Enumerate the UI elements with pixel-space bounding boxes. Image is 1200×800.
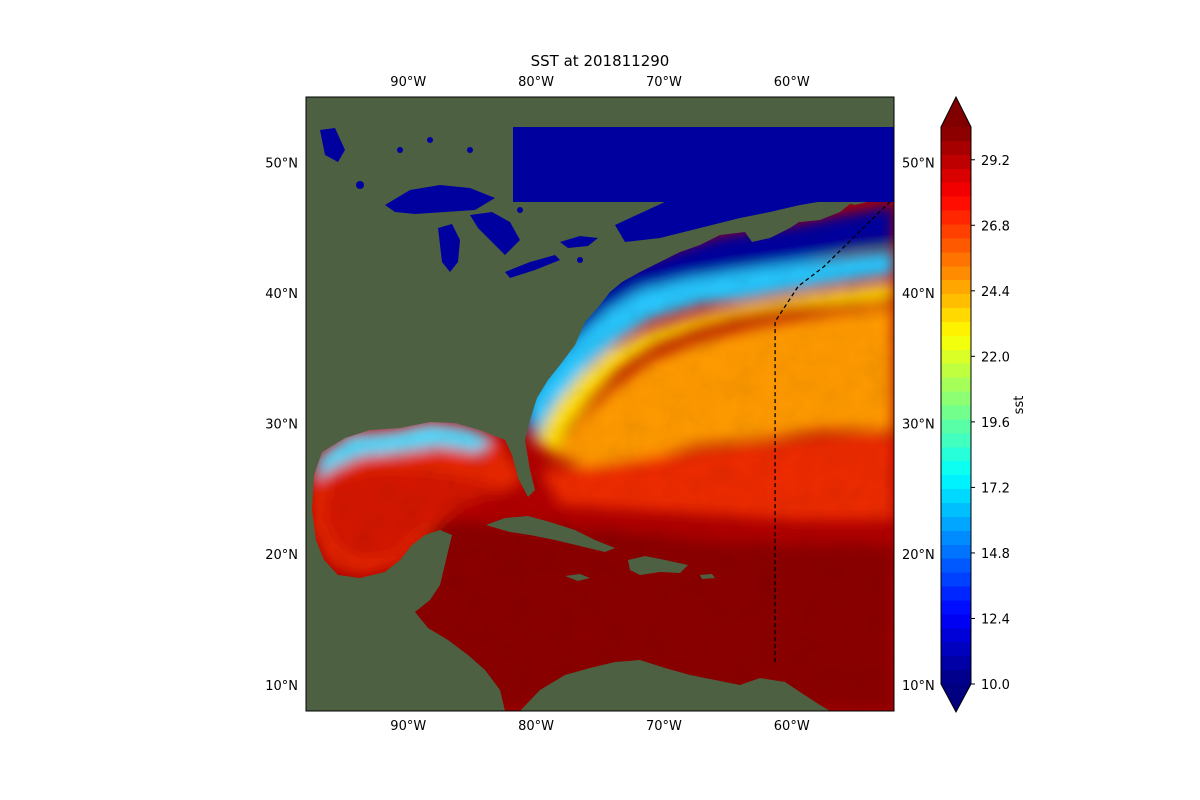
lat-tick-label-right: 50°N xyxy=(902,156,935,171)
land-cuba xyxy=(486,516,615,552)
colorbar-tick-label: 22.0 xyxy=(981,350,1010,365)
lat-tick-label-left: 40°N xyxy=(265,287,298,302)
land-south-america xyxy=(520,660,830,711)
lat-tick-label-left: 20°N xyxy=(265,548,298,563)
colorbar: 10.0 12.4 14.8 17.2 19.6 22.0 24.4 26.8 29.2 sst xyxy=(940,95,1027,714)
map-tick-labels: 90°W 90°W 80°W 80°W 70°W 70°W 60°W 60°W 10°N 10°N… xyxy=(265,75,935,734)
colorbar-tick-label: 17.2 xyxy=(981,481,1010,496)
lake-winnipeg xyxy=(320,128,345,162)
lon-tick-label-top: 70°W xyxy=(646,75,682,90)
lat-tick-label-right: 30°N xyxy=(902,418,935,433)
land-nova-scotia xyxy=(745,210,805,242)
colorbar-outline xyxy=(940,95,972,714)
lon-tick-label-top: 60°W xyxy=(774,75,810,90)
small-lake xyxy=(577,257,583,263)
lat-tick-label-left: 10°N xyxy=(265,679,298,694)
small-lake xyxy=(397,147,403,153)
colorbar-tick-label: 29.2 xyxy=(981,154,1010,169)
lake-ontario xyxy=(560,236,598,248)
chart-title: SST at 201811290 xyxy=(531,52,670,70)
lake-huron xyxy=(470,212,520,255)
lat-tick-label-right: 40°N xyxy=(902,287,935,302)
colorbar-tick-label: 24.4 xyxy=(981,285,1010,300)
lon-tick-label-top: 80°W xyxy=(518,75,554,90)
boundary-dashed-line xyxy=(774,201,891,666)
lat-tick-label-left: 50°N xyxy=(265,156,298,171)
land-hispaniola xyxy=(628,556,688,575)
colorbar-tick-label: 26.8 xyxy=(981,219,1010,234)
lon-tick-label-bottom: 70°W xyxy=(646,719,682,734)
land-jamaica xyxy=(565,574,590,581)
colorbar-tick-label: 12.4 xyxy=(981,612,1010,627)
colorbar-tick-label: 10.0 xyxy=(981,678,1010,693)
lat-tick-label-right: 10°N xyxy=(902,679,935,694)
land-puerto-rico xyxy=(700,574,715,579)
colorbar-ticks: 10.0 12.4 14.8 17.2 19.6 22.0 24.4 26.8 29.2 xyxy=(971,154,1010,693)
lat-tick-label-left: 30°N xyxy=(265,418,298,433)
small-lake xyxy=(356,181,364,189)
map-frame xyxy=(305,96,895,712)
annotation-layer xyxy=(774,201,891,666)
lon-tick-label-bottom: 90°W xyxy=(390,719,426,734)
small-lake xyxy=(427,137,433,143)
gulf-of-st-lawrence xyxy=(615,165,835,242)
lake-erie xyxy=(505,255,560,278)
lon-tick-label-bottom: 80°W xyxy=(518,719,554,734)
lake-superior xyxy=(385,185,495,214)
lon-tick-label-top: 90°W xyxy=(390,75,426,90)
colorbar-tick-label: 19.6 xyxy=(981,416,1010,431)
colorbar-tick-label: 14.8 xyxy=(981,547,1010,562)
colorbar-extend-min xyxy=(941,684,971,712)
lon-tick-label-bottom: 60°W xyxy=(774,719,810,734)
lat-tick-label-right: 20°N xyxy=(902,548,935,563)
small-lake xyxy=(517,207,523,213)
colorbar-label: sst xyxy=(1012,396,1027,415)
map-panel xyxy=(306,97,894,711)
colorbar-bar xyxy=(941,127,971,684)
colorbar-extend-max xyxy=(941,97,971,127)
lake-michigan xyxy=(438,224,460,272)
inland-water-layer xyxy=(320,127,894,278)
small-lake xyxy=(467,147,473,153)
